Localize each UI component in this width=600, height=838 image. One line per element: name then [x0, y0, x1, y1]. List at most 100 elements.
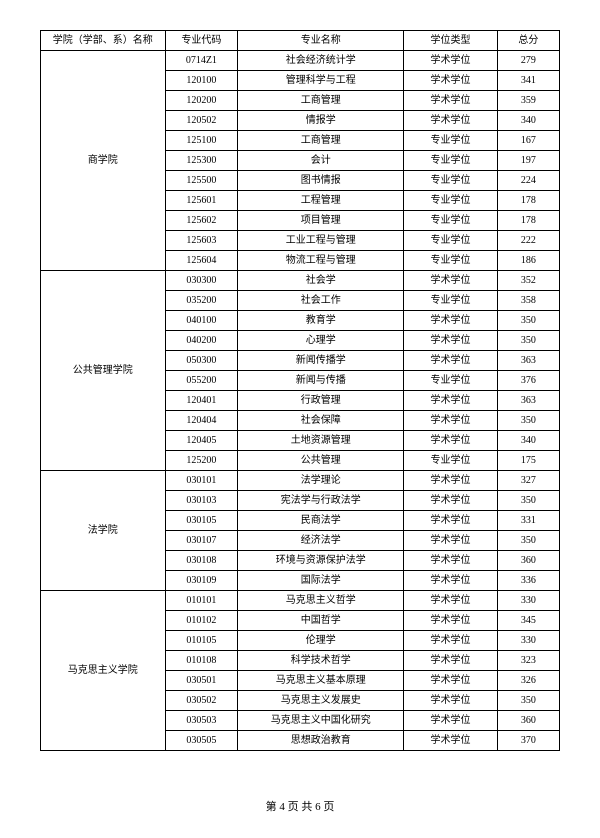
code-cell: 120404 [165, 411, 238, 431]
type-cell: 学术学位 [404, 391, 497, 411]
type-cell: 专业学位 [404, 151, 497, 171]
score-cell: 178 [497, 211, 559, 231]
type-cell: 学术学位 [404, 691, 497, 711]
score-cell: 360 [497, 711, 559, 731]
table-row: 法学院030101法学理论学术学位327 [41, 471, 560, 491]
name-cell: 项目管理 [238, 211, 404, 231]
type-cell: 学术学位 [404, 331, 497, 351]
name-cell: 社会经济统计学 [238, 51, 404, 71]
score-cell: 350 [497, 331, 559, 351]
score-cell: 352 [497, 271, 559, 291]
table-body: 商学院0714Z1社会经济统计学学术学位279120100管理科学与工程学术学位… [41, 51, 560, 751]
code-cell: 010101 [165, 591, 238, 611]
code-cell: 010105 [165, 631, 238, 651]
type-cell: 学术学位 [404, 571, 497, 591]
type-cell: 学术学位 [404, 651, 497, 671]
score-cell: 222 [497, 231, 559, 251]
score-cell: 340 [497, 111, 559, 131]
header-dept: 学院（学部、系）名称 [41, 31, 166, 51]
type-cell: 学术学位 [404, 91, 497, 111]
code-cell: 030108 [165, 551, 238, 571]
name-cell: 马克思主义基本原理 [238, 671, 404, 691]
name-cell: 工业工程与管理 [238, 231, 404, 251]
code-cell: 125300 [165, 151, 238, 171]
header-name: 专业名称 [238, 31, 404, 51]
type-cell: 专业学位 [404, 211, 497, 231]
code-cell: 120502 [165, 111, 238, 131]
type-cell: 学术学位 [404, 631, 497, 651]
score-cell: 345 [497, 611, 559, 631]
code-cell: 040200 [165, 331, 238, 351]
score-cell: 186 [497, 251, 559, 271]
name-cell: 新闻传播学 [238, 351, 404, 371]
name-cell: 新闻与传播 [238, 371, 404, 391]
type-cell: 学术学位 [404, 51, 497, 71]
name-cell: 土地资源管理 [238, 431, 404, 451]
type-cell: 学术学位 [404, 471, 497, 491]
name-cell: 心理学 [238, 331, 404, 351]
score-table: 学院（学部、系）名称 专业代码 专业名称 学位类型 总分 商学院0714Z1社会… [40, 30, 560, 751]
name-cell: 行政管理 [238, 391, 404, 411]
header-type: 学位类型 [404, 31, 497, 51]
type-cell: 学术学位 [404, 671, 497, 691]
score-cell: 350 [497, 411, 559, 431]
name-cell: 伦理学 [238, 631, 404, 651]
name-cell: 教育学 [238, 311, 404, 331]
score-cell: 358 [497, 291, 559, 311]
score-cell: 336 [497, 571, 559, 591]
name-cell: 工商管理 [238, 91, 404, 111]
code-cell: 120100 [165, 71, 238, 91]
name-cell: 物流工程与管理 [238, 251, 404, 271]
type-cell: 专业学位 [404, 231, 497, 251]
code-cell: 120405 [165, 431, 238, 451]
type-cell: 学术学位 [404, 511, 497, 531]
code-cell: 030101 [165, 471, 238, 491]
name-cell: 社会学 [238, 271, 404, 291]
code-cell: 010102 [165, 611, 238, 631]
score-cell: 330 [497, 591, 559, 611]
type-cell: 专业学位 [404, 191, 497, 211]
name-cell: 马克思主义发展史 [238, 691, 404, 711]
score-cell: 350 [497, 311, 559, 331]
type-cell: 学术学位 [404, 111, 497, 131]
score-cell: 350 [497, 491, 559, 511]
name-cell: 工商管理 [238, 131, 404, 151]
type-cell: 专业学位 [404, 451, 497, 471]
type-cell: 学术学位 [404, 711, 497, 731]
code-cell: 030501 [165, 671, 238, 691]
name-cell: 宪法学与行政法学 [238, 491, 404, 511]
type-cell: 学术学位 [404, 271, 497, 291]
document-page: 学院（学部、系）名称 专业代码 专业名称 学位类型 总分 商学院0714Z1社会… [0, 0, 600, 838]
name-cell: 公共管理 [238, 451, 404, 471]
code-cell: 010108 [165, 651, 238, 671]
code-cell: 040100 [165, 311, 238, 331]
code-cell: 125604 [165, 251, 238, 271]
code-cell: 125603 [165, 231, 238, 251]
score-cell: 350 [497, 531, 559, 551]
name-cell: 马克思主义哲学 [238, 591, 404, 611]
score-cell: 175 [497, 451, 559, 471]
code-cell: 030503 [165, 711, 238, 731]
name-cell: 国际法学 [238, 571, 404, 591]
table-row: 商学院0714Z1社会经济统计学学术学位279 [41, 51, 560, 71]
code-cell: 125500 [165, 171, 238, 191]
type-cell: 学术学位 [404, 591, 497, 611]
code-cell: 125602 [165, 211, 238, 231]
name-cell: 民商法学 [238, 511, 404, 531]
dept-cell: 公共管理学院 [41, 271, 166, 471]
code-cell: 035200 [165, 291, 238, 311]
name-cell: 社会保障 [238, 411, 404, 431]
code-cell: 125200 [165, 451, 238, 471]
name-cell: 图书情报 [238, 171, 404, 191]
name-cell: 经济法学 [238, 531, 404, 551]
code-cell: 125601 [165, 191, 238, 211]
name-cell: 中国哲学 [238, 611, 404, 631]
code-cell: 030103 [165, 491, 238, 511]
type-cell: 学术学位 [404, 311, 497, 331]
name-cell: 思想政治教育 [238, 731, 404, 751]
type-cell: 学术学位 [404, 531, 497, 551]
dept-cell: 马克思主义学院 [41, 591, 166, 751]
type-cell: 专业学位 [404, 131, 497, 151]
type-cell: 学术学位 [404, 351, 497, 371]
type-cell: 学术学位 [404, 551, 497, 571]
